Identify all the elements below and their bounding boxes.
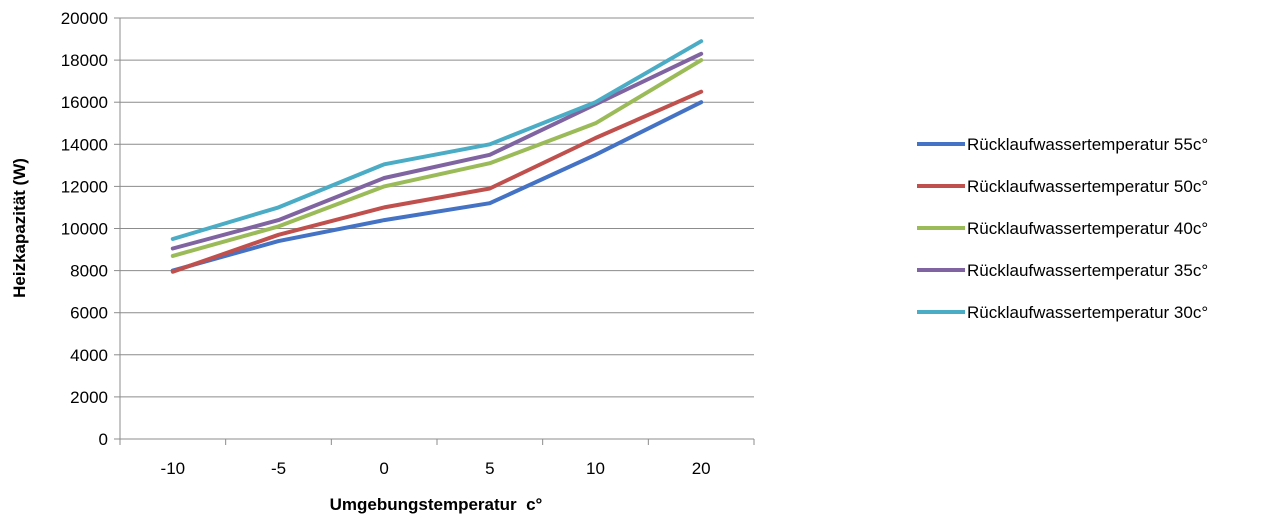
y-tick-labels: 0 2000 4000 6000 8000 10000 12000 14000 16000 180…: [61, 9, 108, 449]
gridlines: [120, 17, 754, 398]
x-tick-label: -5: [271, 459, 286, 478]
legend-label: Rücklaufwassertemperatur 40c°: [967, 219, 1208, 238]
series-line: [170, 51, 704, 251]
axes: [114, 17, 755, 445]
y-tick-label: 18000: [61, 51, 108, 70]
y-tick-label: 10000: [61, 220, 108, 239]
legend-label: Rücklaufwassertemperatur 55c°: [967, 135, 1208, 154]
x-tick-label: 20: [692, 459, 711, 478]
x-axis-title: Umgebungstemperatur c°: [330, 495, 543, 514]
x-tick-label: 5: [485, 459, 494, 478]
y-tick-label: 12000: [61, 177, 108, 196]
x-tick-labels: -10 -5 0 5 10 20: [161, 459, 711, 478]
y-tick-label: 4000: [70, 346, 108, 365]
series-line: [170, 100, 704, 273]
x-tick-label: 0: [379, 459, 388, 478]
legend-label: Rücklaufwassertemperatur 30c°: [967, 303, 1208, 322]
y-tick-label: 2000: [70, 388, 108, 407]
series-line: [170, 58, 704, 258]
legend-label: Rücklaufwassertemperatur 35c°: [967, 261, 1208, 280]
y-tick-label: 16000: [61, 93, 108, 112]
x-tick-label: 10: [586, 459, 605, 478]
series-lines: [170, 39, 704, 274]
legend: Rücklaufwassertemperatur 55c° Rücklaufwas…: [917, 135, 1208, 322]
y-tick-label: 14000: [61, 135, 108, 154]
legend-label: Rücklaufwassertemperatur 50c°: [967, 177, 1208, 196]
series-line: [170, 39, 704, 241]
y-axis-title: Heizkapazität (W): [10, 158, 29, 298]
series-line: [170, 89, 704, 274]
y-tick-label: 8000: [70, 262, 108, 281]
y-tick-label: 6000: [70, 304, 108, 323]
x-tick-label: -10: [161, 459, 186, 478]
y-tick-label: 20000: [61, 9, 108, 28]
y-tick-label: 0: [99, 430, 108, 449]
